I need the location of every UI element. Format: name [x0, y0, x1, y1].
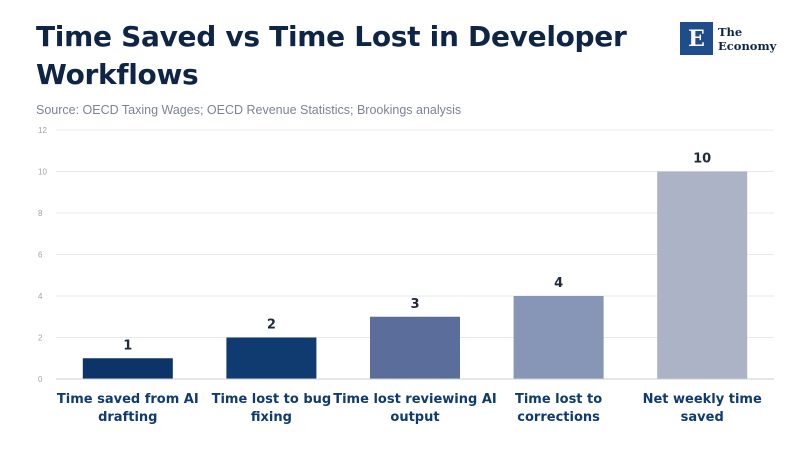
- data-labels: 1 2 3 4 10: [123, 152, 711, 354]
- y-tick-label-0: 0: [38, 375, 43, 384]
- category-labels: Time saved from AI drafting Time lost to b…: [57, 392, 762, 425]
- category-label-1: Time saved from AI drafting: [57, 392, 199, 425]
- bar-2[interactable]: [226, 337, 317, 380]
- y-tick-label-6: 6: [38, 251, 43, 260]
- bar-5[interactable]: [657, 171, 748, 380]
- data-label-1: 1: [123, 338, 132, 353]
- y-tick-label-8: 8: [38, 209, 43, 218]
- category-label-line: Time lost reviewing AI: [333, 392, 497, 407]
- category-label-line: corrections: [517, 410, 600, 425]
- page-title: Time Saved vs Time Lost in Developer Wor…: [36, 20, 627, 91]
- y-tick-label-10: 10: [38, 168, 47, 177]
- category-label-3: Time lost reviewing AI output: [333, 392, 497, 425]
- y-tick-label-4: 4: [38, 292, 43, 301]
- category-label-2: Time lost to bug fixing: [212, 392, 332, 425]
- category-label-line: fixing: [251, 410, 292, 425]
- logo-line-2: Economy: [718, 38, 777, 53]
- category-label-line: Net weekly time: [643, 392, 762, 407]
- logo-mark: E: [680, 22, 713, 55]
- data-label-4: 4: [554, 276, 563, 291]
- bar-3[interactable]: [370, 316, 460, 379]
- data-label-3: 3: [410, 297, 419, 312]
- category-label-line: drafting: [98, 410, 157, 425]
- data-label-5: 10: [693, 152, 711, 167]
- category-label-line: Time saved from AI: [57, 392, 199, 407]
- y-axis-ticks: 0 2 4 6 8 10 12: [38, 126, 47, 384]
- category-label-5: Net weekly time saved: [643, 392, 762, 425]
- source-note: Source: OECD Taxing Wages; OECD Revenue …: [36, 103, 462, 117]
- publisher-logo[interactable]: E The Economy: [680, 22, 776, 55]
- category-label-line: output: [390, 410, 439, 425]
- y-tick-label-12: 12: [38, 126, 47, 135]
- logo-line-1: The: [718, 24, 743, 39]
- logo-wordmark: The Economy: [718, 25, 776, 53]
- data-label-2: 2: [267, 318, 276, 333]
- category-label-line: Time lost to: [515, 392, 602, 407]
- category-label-line: saved: [681, 410, 724, 425]
- category-label-line: Time lost to bug: [212, 392, 332, 407]
- category-label-4: Time lost to corrections: [515, 392, 602, 425]
- bar-4[interactable]: [513, 296, 604, 379]
- bars: [82, 171, 748, 380]
- bar-1[interactable]: [82, 358, 173, 379]
- y-tick-label-2: 2: [38, 334, 43, 343]
